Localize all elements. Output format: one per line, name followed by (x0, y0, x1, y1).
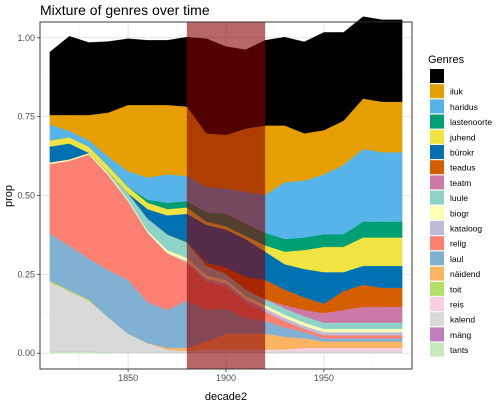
legend-swatch-relig (430, 236, 444, 251)
legend-label-reis: reis (450, 300, 464, 310)
legend-label-juhend: juhend (449, 132, 476, 142)
legend-label-lastenoorte: lastenoorte (450, 117, 492, 127)
x-axis-title: decade2 (205, 391, 247, 403)
legend-swatch-mäng (430, 327, 444, 342)
legend-swatch-kalend (430, 312, 444, 327)
legend-label-näidend: näidend (450, 269, 481, 279)
legend-label-teadus: teadus (450, 163, 476, 173)
legend-swatch-juhend (430, 129, 444, 144)
legend-swatch-näidend (430, 266, 444, 281)
legend-label-teatm: teatm (450, 178, 471, 188)
legend-label-kalend: kalend (450, 315, 475, 325)
legend-label-haridus: haridus (450, 102, 478, 112)
legend-swatch-bürokr (430, 145, 444, 159)
y-tick-label-3: 0.75 (17, 112, 35, 122)
y-tick-label-0: 0.00 (17, 348, 35, 358)
highlight-band (186, 22, 266, 369)
legend-label-bürokr: bürokr (450, 148, 474, 158)
legend-swatch-tants (430, 342, 444, 357)
x-tick-label-0: 1850 (118, 373, 138, 383)
legend-label-kataloog: kataloog (450, 224, 482, 234)
chart-title: Mixture of genres over time (40, 2, 210, 18)
legend-swatch-reis (430, 297, 444, 311)
legend-swatch-toit (430, 281, 444, 296)
y-tick-label-2: 0.50 (17, 191, 35, 201)
legend-swatch-haridus (430, 99, 444, 114)
legend-swatch-teatm (430, 175, 444, 190)
legend-swatch-iluk (430, 84, 444, 99)
legend-label-luule: luule (450, 193, 468, 203)
x-axis-ticks: 1850 1900 1950 (118, 369, 334, 383)
legend-title: Genres (428, 54, 465, 66)
legend: iluk haridus lastenoorte juhend bürokr teadus… (430, 69, 492, 357)
legend-swatch-unlabeled (430, 69, 444, 83)
legend-label-iluk: iluk (450, 87, 464, 97)
y-tick-label-1: 0.25 (17, 269, 35, 279)
y-tick-label-4: 1.00 (17, 33, 35, 43)
legend-swatch-lastenoorte (430, 114, 444, 129)
legend-swatch-kataloog (430, 221, 444, 235)
y-axis-title: prop (3, 185, 15, 207)
legend-swatch-luule (430, 190, 444, 205)
legend-swatch-teadus (430, 160, 444, 175)
legend-label-tants: tants (450, 345, 468, 355)
legend-label-biogr: biogr (450, 208, 469, 218)
legend-swatch-laul (430, 251, 444, 266)
legend-swatch-biogr (430, 205, 444, 220)
x-tick-label-1: 1900 (216, 373, 236, 383)
y-axis-ticks: 0.00 0.25 0.50 0.75 1.00 (17, 33, 40, 358)
legend-label-relig: relig (450, 239, 466, 249)
legend-label-toit: toit (450, 284, 462, 294)
x-tick-label-2: 1950 (314, 373, 334, 383)
legend-label-mäng: mäng (450, 330, 472, 340)
legend-label-laul: laul (450, 254, 463, 264)
